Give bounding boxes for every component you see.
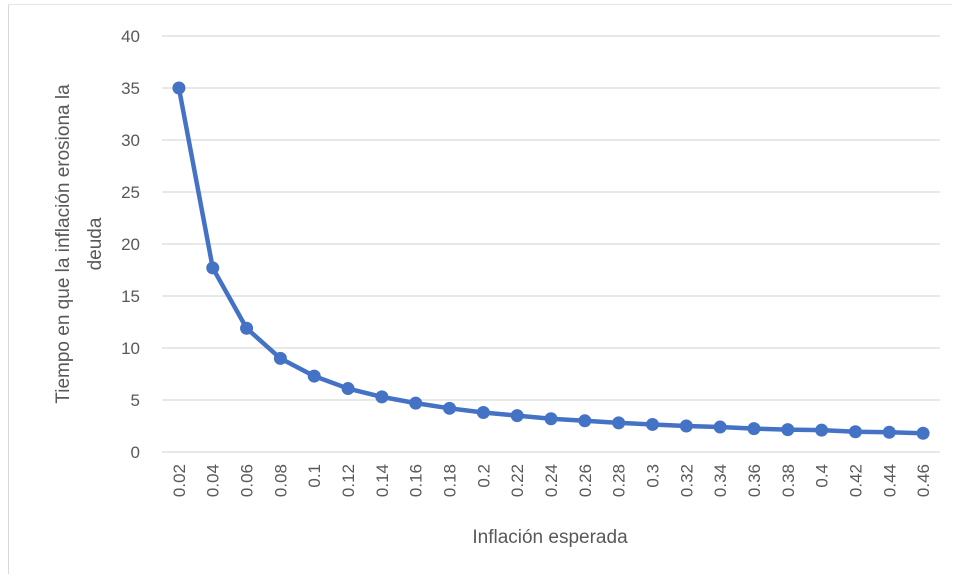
y-tick-label: 25	[121, 183, 140, 202]
y-axis-title-line-1: Tiempo en que la inflación erosiona la	[53, 84, 74, 404]
data-point	[781, 423, 795, 437]
x-tick-label: 0.32	[677, 464, 696, 497]
x-tick-label: 0.2	[474, 464, 493, 488]
data-point	[612, 416, 626, 430]
x-tick-label: 0.02	[170, 464, 189, 497]
data-point	[882, 425, 896, 439]
x-tick-label: 0.28	[610, 464, 629, 497]
data-point	[544, 412, 558, 426]
data-point	[409, 396, 423, 410]
x-tick-label: 0.38	[779, 464, 798, 497]
data-point	[206, 261, 220, 275]
data-point	[476, 405, 490, 419]
data-point	[713, 420, 727, 434]
x-tick-label: 0.12	[339, 464, 358, 497]
x-tick-label: 0.24	[542, 464, 561, 497]
y-axis-title: Tiempo en que la inflación erosiona la d…	[53, 84, 106, 404]
data-point	[375, 390, 389, 404]
y-tick-label: 0	[131, 443, 140, 462]
x-tick-label: 0.42	[846, 464, 865, 497]
data-point	[645, 417, 659, 431]
x-tick-label: 0.1	[305, 464, 324, 488]
x-tick-label: 0.46	[914, 464, 933, 497]
data-point	[443, 401, 457, 415]
x-tick-label: 0.18	[441, 464, 460, 497]
x-tick-label: 0.14	[373, 464, 392, 497]
chart-frame	[8, 4, 952, 574]
y-tick-label: 30	[121, 131, 140, 150]
y-tick-label: 5	[131, 391, 140, 410]
y-tick-label: 35	[121, 79, 140, 98]
data-point	[240, 321, 254, 335]
y-tick-label: 20	[121, 235, 140, 254]
data-point	[747, 422, 761, 436]
x-tick-label: 0.36	[745, 464, 764, 497]
data-point	[578, 414, 592, 428]
data-point	[172, 81, 186, 95]
x-tick-label: 0.04	[204, 464, 223, 497]
data-point	[916, 426, 930, 440]
x-tick-label: 0.16	[407, 464, 426, 497]
y-axis-title-line-2: deuda	[85, 217, 106, 270]
y-tick-label: 40	[121, 27, 140, 46]
x-tick-label: 0.4	[813, 464, 832, 488]
x-tick-label: 0.44	[880, 464, 899, 497]
x-tick-label: 0.34	[711, 464, 730, 497]
y-tick-label: 15	[121, 287, 140, 306]
series-layer	[172, 81, 930, 440]
data-point	[679, 419, 693, 433]
x-tick-label: 0.3	[643, 464, 662, 488]
y-axis-ticks: 0 5 10 15 20 25 30 35 40	[121, 27, 140, 462]
x-tick-label: 0.08	[271, 464, 290, 497]
gridlines	[162, 35, 940, 453]
x-tick-label: 0.22	[508, 464, 527, 497]
data-point	[815, 423, 829, 437]
x-tick-label: 0.06	[238, 464, 257, 497]
x-tick-label: 0.26	[576, 464, 595, 497]
data-point	[510, 409, 524, 423]
data-point	[848, 425, 862, 439]
x-axis-ticks: 0.02 0.04 0.06 0.08 0.1 0.12 0.14 0.16 0.18 0.2 0.…	[170, 464, 933, 497]
y-tick-label: 10	[121, 339, 140, 358]
data-point	[307, 369, 321, 383]
x-axis-title: Inflación esperada	[472, 527, 628, 548]
data-point	[341, 382, 355, 396]
data-point	[273, 351, 287, 365]
